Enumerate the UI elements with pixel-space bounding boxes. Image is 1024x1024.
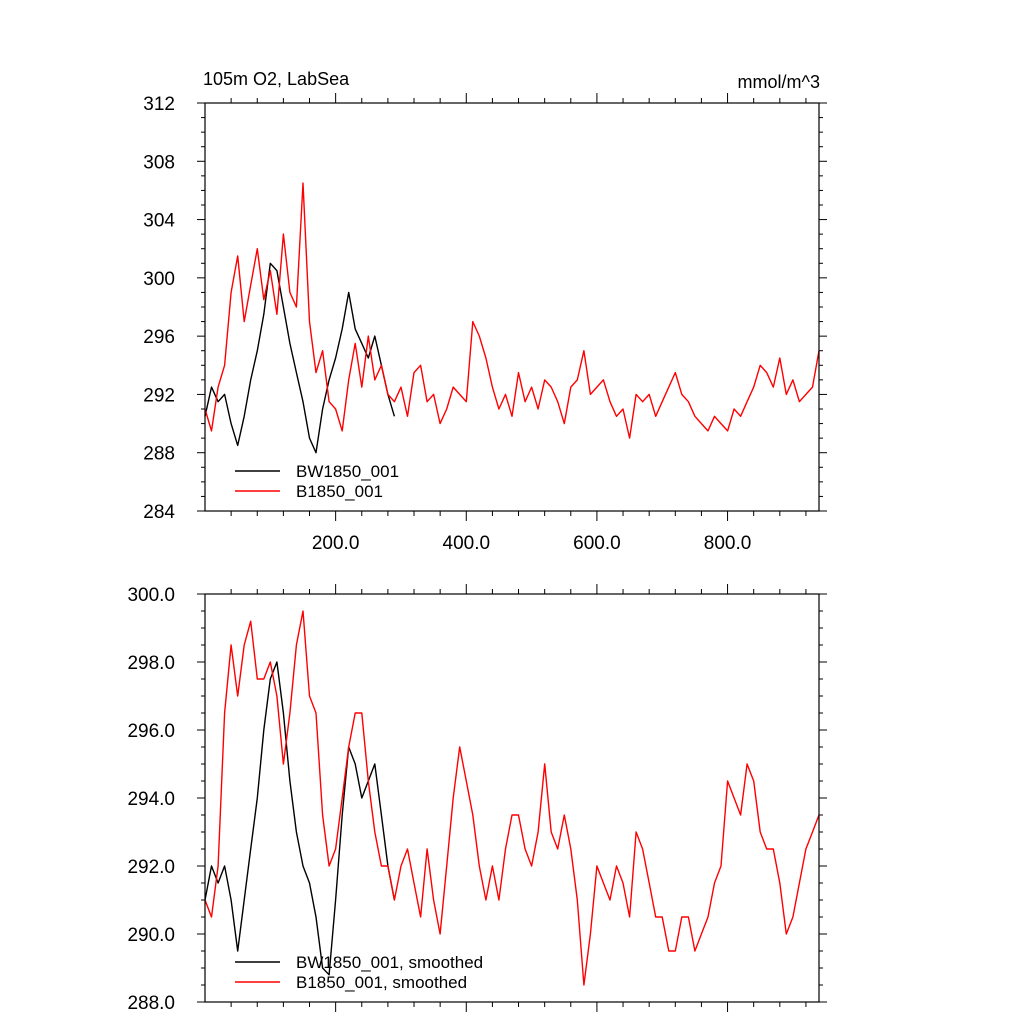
top-title-right: mmol/m^3 — [738, 72, 820, 92]
legend-label-bw1850-smoothed: BW1850_001, smoothed — [296, 953, 483, 972]
bottom-ytick-label: 298.0 — [127, 653, 175, 674]
bottom-ytick-label: 292.0 — [127, 857, 175, 878]
bottom-tick-layer: 288.0 290.0 292.0 294.0 296.0 298.0 300.0 — [127, 584, 827, 1014]
legend-label-b1850: B1850_001 — [296, 482, 383, 501]
bottom-ytick-label: 300.0 — [127, 585, 175, 606]
top-ytick-label: 312 — [143, 94, 175, 115]
top-ytick-label: 296 — [143, 327, 175, 348]
top-ytick-label: 284 — [143, 502, 175, 523]
top-ytick-label: 308 — [143, 152, 175, 173]
bottom-ytick-label: 288.0 — [127, 993, 175, 1014]
bottom-series-line-0 — [204, 661, 396, 976]
top-title-left: 105m O2, LabSea — [203, 69, 350, 89]
top-ytick-label: 288 — [143, 444, 175, 465]
top-tick-layer: 284 288 292 296 300 304 308 312 200.0 400.0 600.0 8… — [143, 93, 827, 554]
top-panel: 105m O2, LabSea mmol/m^3 284 288 292 296 300… — [143, 69, 827, 554]
bottom-ytick-label: 294.0 — [127, 789, 175, 810]
top-plot-frame — [204, 102, 820, 512]
bottom-ytick-label: 296.0 — [127, 721, 175, 742]
top-xtick-label: 200.0 — [312, 533, 360, 554]
bottom-series-line-1 — [204, 610, 820, 986]
bottom-ytick-label: 290.0 — [127, 925, 175, 946]
top-series-layer — [204, 182, 820, 454]
legend-label-bw1850: BW1850_001 — [296, 462, 399, 481]
bottom-plot-frame — [204, 593, 820, 1003]
top-series-line-0 — [204, 262, 396, 454]
top-xtick-label: 400.0 — [443, 533, 491, 554]
legend-label-b1850-smoothed: B1850_001, smoothed — [296, 973, 467, 992]
top-ytick-label: 304 — [143, 211, 175, 232]
top-xtick-label: 800.0 — [704, 533, 752, 554]
bottom-series-layer — [204, 610, 820, 986]
bottom-panel: 288.0 290.0 292.0 294.0 296.0 298.0 300.0 BW18… — [127, 584, 827, 1014]
top-ytick-label: 292 — [143, 385, 175, 406]
bottom-legend: BW1850_001, smoothed B1850_001, smoothed — [235, 953, 483, 992]
top-xtick-label: 600.0 — [573, 533, 621, 554]
top-ytick-label: 300 — [143, 269, 175, 290]
top-series-line-1 — [204, 182, 820, 439]
top-legend: BW1850_001 B1850_001 — [235, 462, 399, 501]
